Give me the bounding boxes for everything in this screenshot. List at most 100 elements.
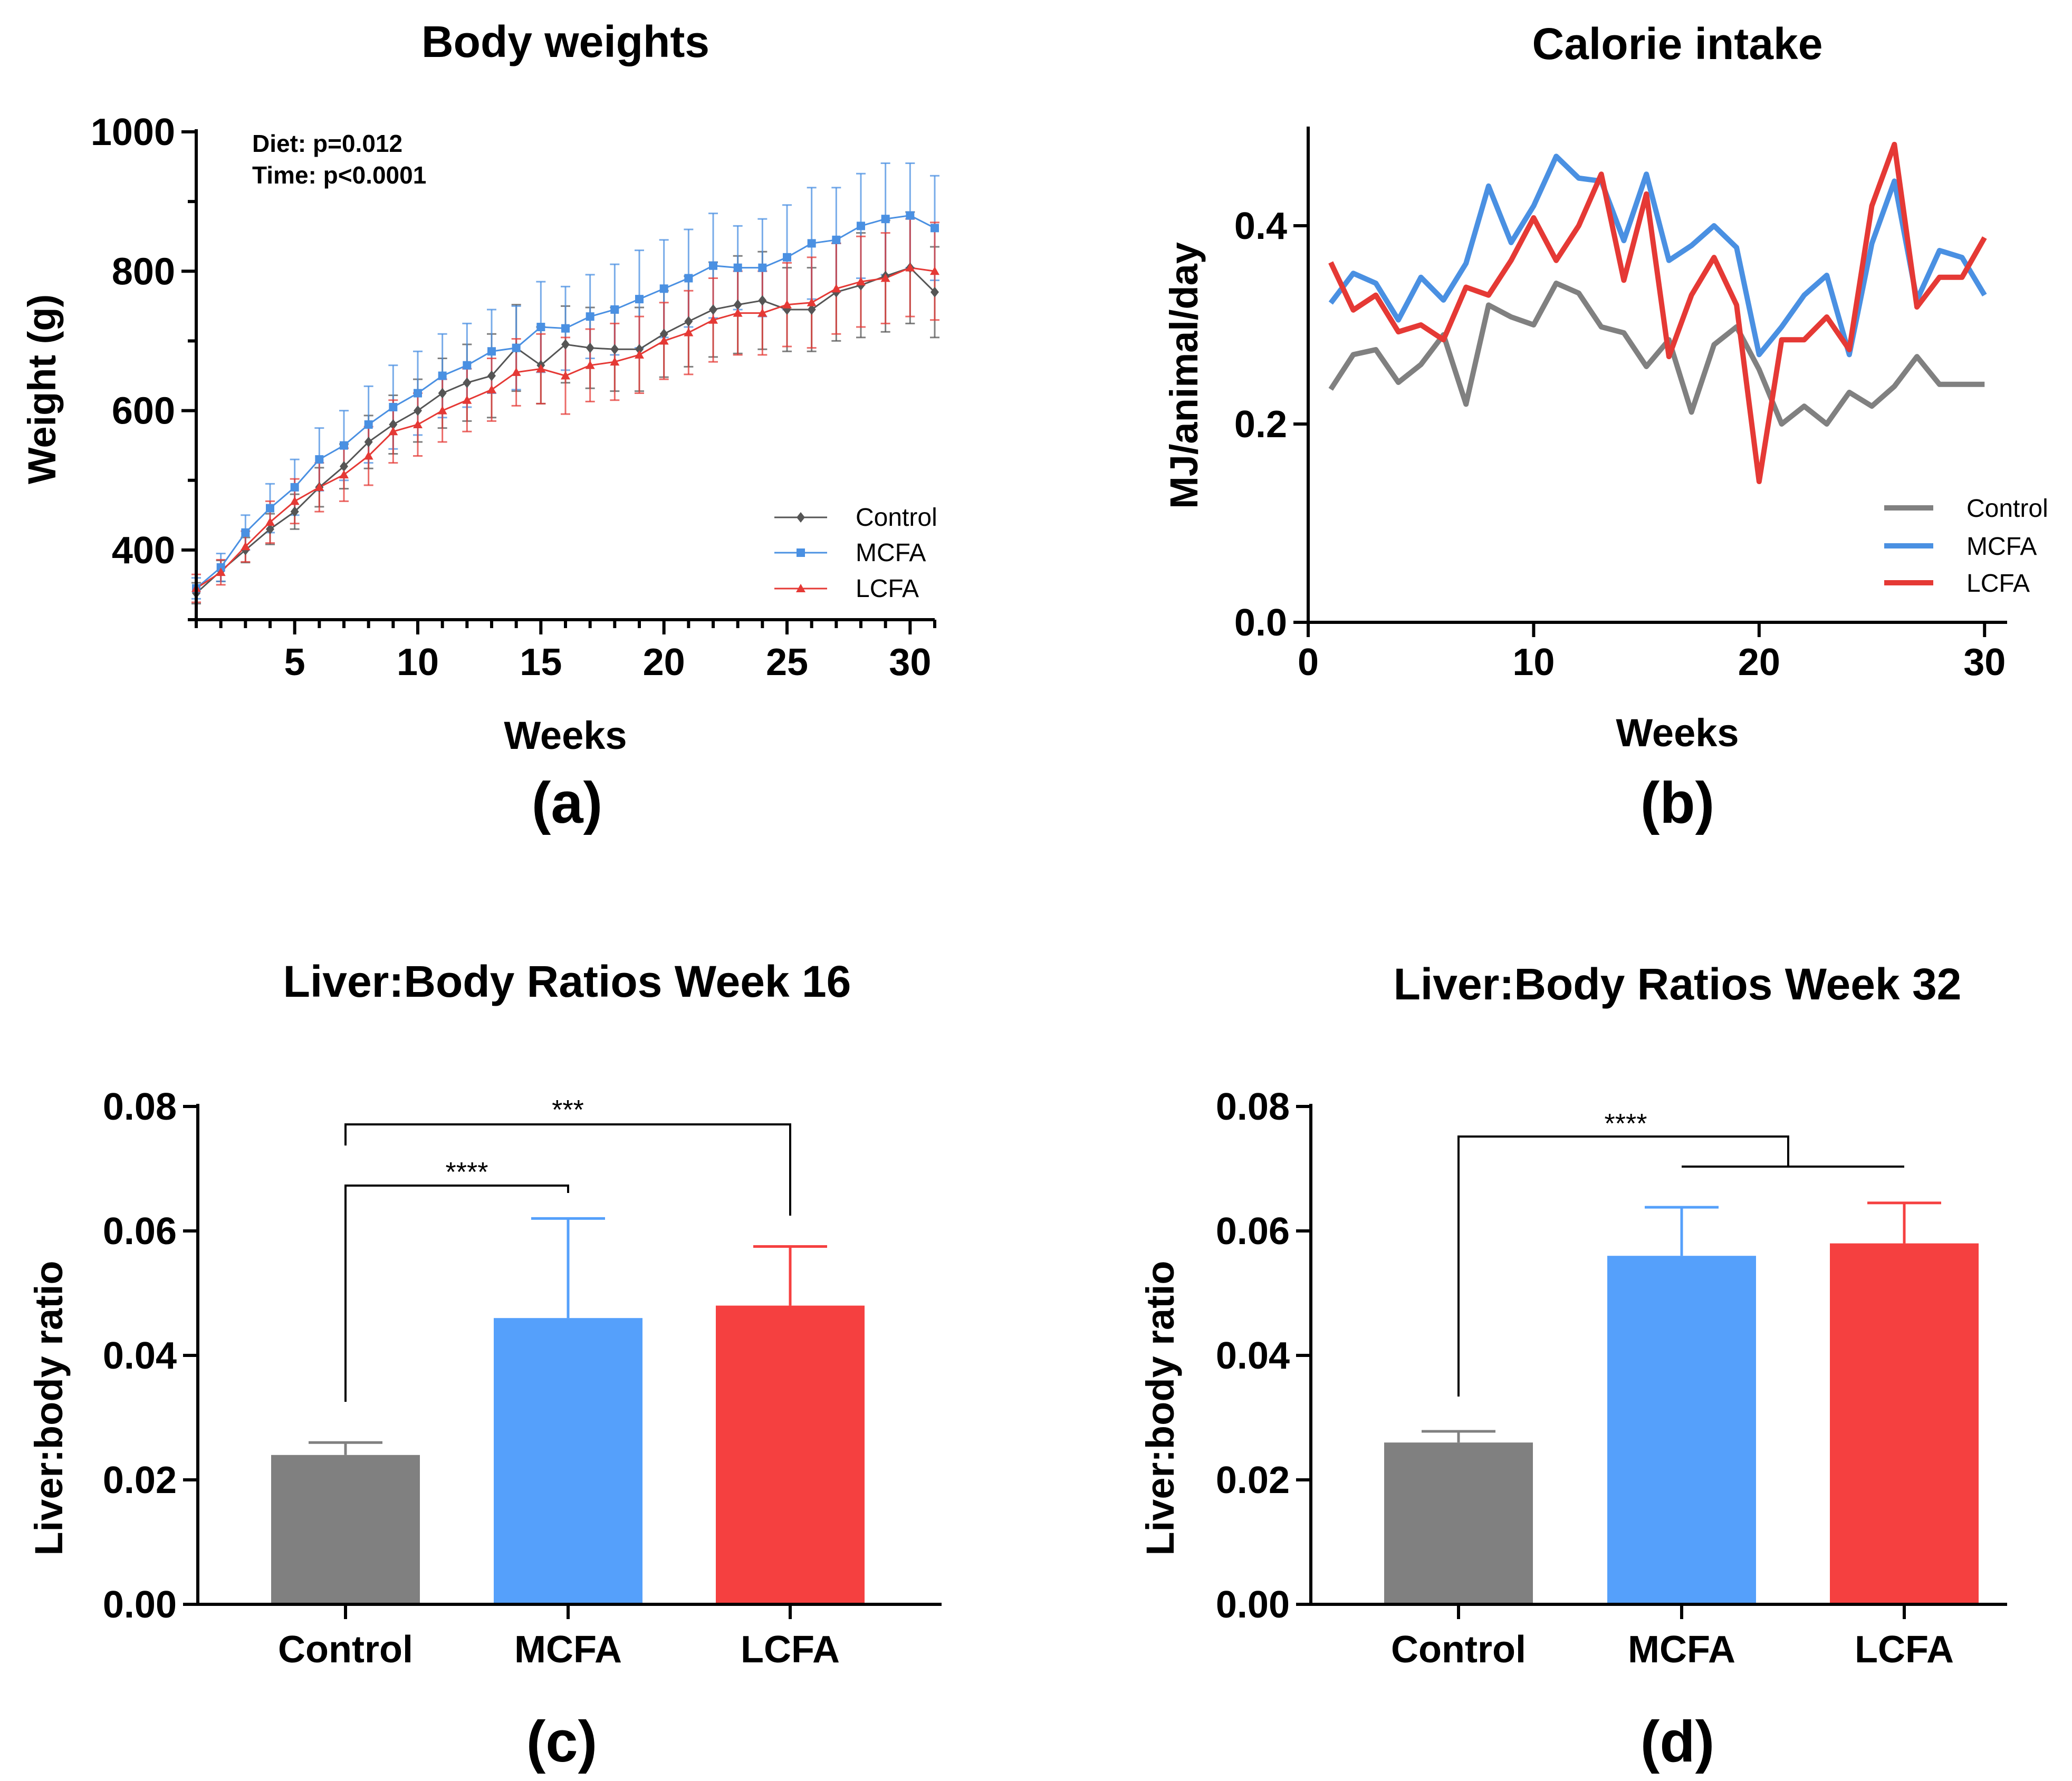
chart-a-point-mcfa [266, 504, 274, 513]
chart-c-ytick-label: 0.00 [103, 1584, 177, 1626]
chart-a-point-control [463, 377, 472, 388]
chart-d-ytick-label: 0.06 [1216, 1210, 1290, 1253]
chart-a-point-mcfa [290, 483, 299, 492]
chart-a-ytick-label: 1000 [91, 111, 175, 153]
chart-a-point-lcfa [561, 371, 570, 380]
chart-d-panel-label: (d) [1641, 1709, 1714, 1774]
chart-a-legend-marker-mcfa [797, 548, 805, 557]
chart-a-point-mcfa [216, 563, 225, 572]
chart-a-point-lcfa [388, 427, 398, 436]
chart-b-panel-label: (b) [1641, 771, 1714, 835]
chart-d-xtick-label-lcfa: LCFA [1855, 1629, 1954, 1671]
chart-c-bar-mcfa [494, 1318, 642, 1604]
chart-d-xtick-label-control: Control [1391, 1629, 1526, 1671]
chart-d-ylabel: Liver:body ratio [1138, 1260, 1182, 1555]
chart-c-ylabel: Liver:body ratio [27, 1260, 71, 1555]
chart-a-title: Body weights [421, 17, 709, 66]
chart-a-point-mcfa [807, 239, 816, 248]
chart-a-xtick-label: 5 [284, 641, 305, 683]
chart-a-point-mcfa [512, 343, 521, 352]
chart-d-sig-label: **** [1605, 1109, 1647, 1139]
chart-a-point-mcfa [536, 323, 545, 331]
chart-a-point-lcfa [930, 266, 939, 275]
chart-a-point-lcfa [684, 328, 694, 336]
chart-d-title: Liver:Body Ratios Week 32 [1394, 959, 1962, 1009]
chart-b-legend-label-lcfa: LCFA [1967, 570, 2030, 598]
chart-b: Calorie intake Weeks MJ/animal/day (b) 0… [1162, 19, 2048, 835]
chart-c-xtick-label-mcfa: MCFA [514, 1629, 622, 1671]
chart-d-ytick-label: 0.04 [1216, 1335, 1290, 1377]
chart-a-point-control [266, 524, 274, 535]
chart-a-point-lcfa [536, 364, 546, 373]
chart-c-ytick-label: 0.04 [103, 1335, 177, 1377]
chart-a-point-mcfa [931, 224, 939, 233]
chart-d-ytick-label: 0.02 [1216, 1459, 1290, 1501]
chart-a-point-mcfa [389, 402, 398, 411]
chart-a-legend-marker-lcfa [796, 584, 805, 592]
chart-a-point-mcfa [733, 263, 742, 272]
chart-d-bar-mcfa [1607, 1256, 1756, 1604]
chart-d-sig-bracket-main [1457, 1135, 1789, 1397]
chart-a-xtick-label: 15 [520, 641, 562, 683]
chart-a-point-control [807, 304, 816, 315]
chart-d-bar-lcfa [1830, 1243, 1979, 1604]
chart-a-point-control [586, 342, 594, 353]
chart-a-point-mcfa [364, 420, 373, 429]
chart-a-legend-label-mcfa: MCFA [856, 539, 926, 567]
chart-a-point-mcfa [906, 211, 915, 220]
chart-a-point-lcfa [610, 357, 620, 366]
chart-a-point-control [931, 286, 939, 297]
chart-a-point-lcfa [462, 395, 472, 404]
chart-a-point-mcfa [635, 295, 644, 304]
chart-a-point-control [389, 419, 398, 430]
chart-b-series-line-lcfa [1328, 141, 1987, 485]
chart-b-ytick-label: 0.2 [1234, 403, 1287, 446]
chart-c-panel-label: (c) [526, 1709, 597, 1774]
chart-a-point-control [487, 370, 496, 381]
chart-a-xtick-label: 10 [397, 641, 439, 683]
chart-a-ytick-label: 800 [112, 251, 175, 293]
chart-a-point-lcfa [856, 277, 866, 286]
chart-a-point-control [635, 344, 644, 355]
chart-a-point-lcfa [216, 567, 226, 576]
chart-a-xtick-label: 25 [766, 641, 808, 683]
chart-a-point-mcfa [414, 389, 422, 398]
chart-a-point-lcfa [511, 367, 521, 376]
chart-a-point-control [364, 437, 373, 448]
chart-a-xtick-label: 20 [643, 641, 685, 683]
chart-c-bar-control [271, 1455, 420, 1604]
chart-a-point-lcfa [487, 384, 496, 393]
chart-a-point-mcfa [315, 455, 324, 464]
chart-a-point-control [758, 295, 767, 306]
chart-a-point-lcfa [363, 451, 373, 460]
chart-b-ytick-label: 0.4 [1234, 205, 1287, 247]
chart-c-sig-bracket-inner [344, 1185, 569, 1402]
chart-b-legend-label-control: Control [1967, 495, 2048, 523]
chart-a-point-lcfa [831, 284, 841, 293]
chart-a-point-lcfa [880, 273, 890, 282]
chart-a-point-lcfa [635, 350, 644, 359]
chart-a-point-mcfa [684, 274, 693, 283]
chart-a-point-lcfa [437, 406, 447, 415]
chart-a-point-mcfa [241, 528, 250, 537]
chart-a-point-lcfa [807, 297, 817, 306]
chart-a-point-lcfa [708, 315, 718, 324]
chart-a-ytick-label: 400 [112, 530, 175, 572]
chart-d-bar-control [1384, 1442, 1533, 1604]
chart-a-point-mcfa [881, 215, 890, 224]
chart-a-point-mcfa [709, 261, 717, 270]
chart-c-title: Liver:Body Ratios Week 16 [283, 957, 851, 1006]
chart-c: Liver:Body Ratios Week 16 Liver:body rat… [27, 957, 942, 1774]
chart-c-ytick-label: 0.02 [103, 1459, 177, 1501]
chart-b-legend-label-mcfa: MCFA [1967, 533, 2037, 561]
chart-b-ylabel: MJ/animal/day [1162, 242, 1206, 509]
chart-a-xtick-label: 30 [889, 641, 931, 683]
chart-a-point-control [709, 304, 717, 315]
chart-a-point-lcfa [314, 482, 324, 491]
chart-a-point-control [659, 329, 668, 340]
chart-a-point-lcfa [659, 336, 669, 345]
chart-a-point-mcfa [610, 305, 619, 314]
chart-c-bar-lcfa [716, 1305, 865, 1604]
chart-a-point-lcfa [265, 517, 275, 526]
